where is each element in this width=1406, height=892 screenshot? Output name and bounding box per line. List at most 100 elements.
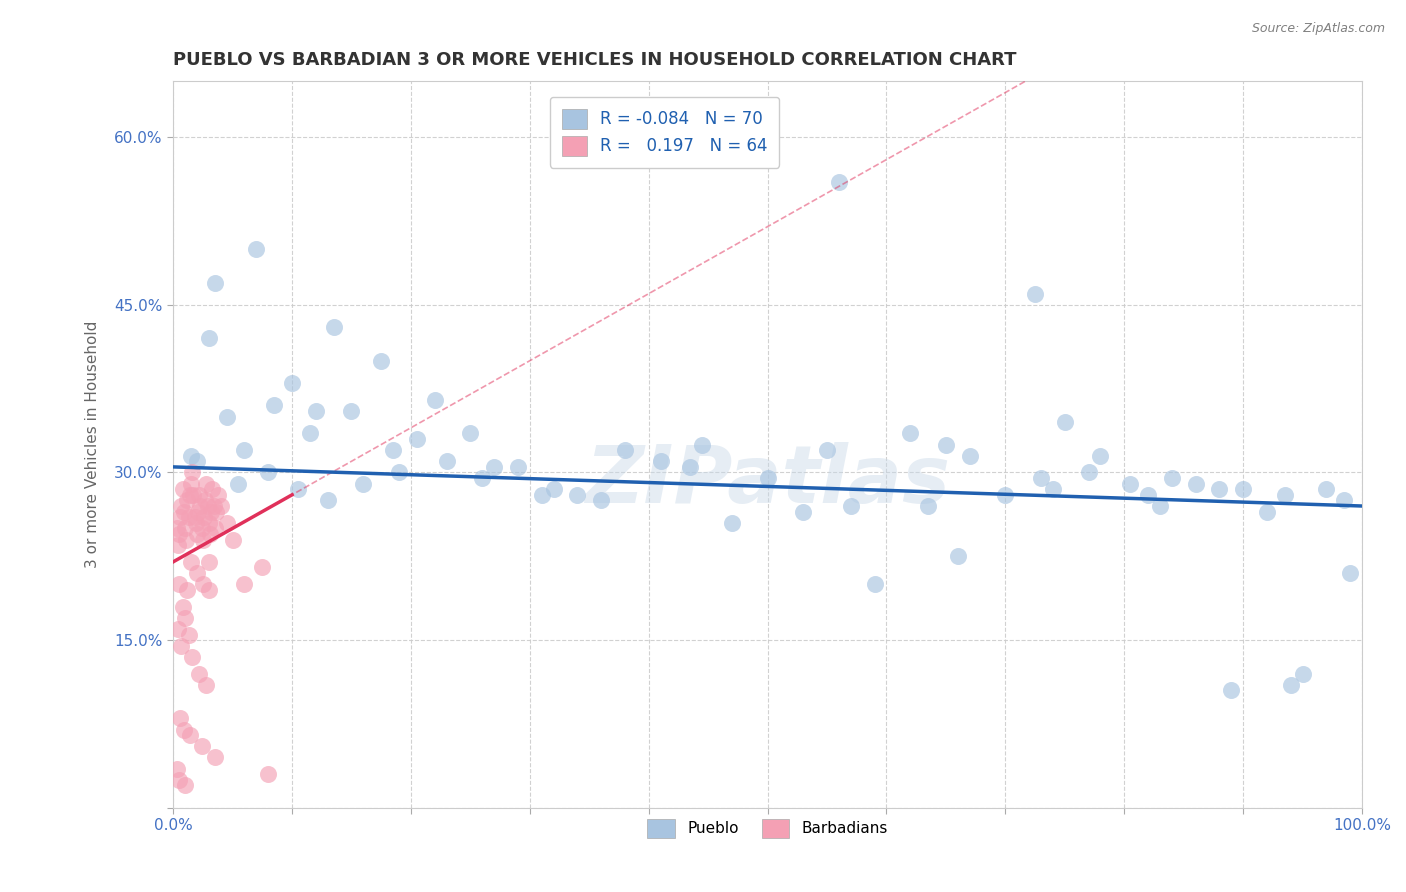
Point bbox=[173, 505, 195, 519]
Point bbox=[1256, 505, 1278, 519]
Point bbox=[200, 505, 222, 519]
Point bbox=[828, 175, 851, 189]
Point bbox=[370, 353, 392, 368]
Point bbox=[1136, 488, 1159, 502]
Point bbox=[281, 376, 304, 390]
Point bbox=[1315, 482, 1337, 496]
Point bbox=[1339, 566, 1361, 580]
Point bbox=[591, 493, 613, 508]
Point bbox=[191, 533, 214, 547]
Point bbox=[179, 728, 201, 742]
Point bbox=[1024, 286, 1046, 301]
Point bbox=[201, 482, 224, 496]
Point bbox=[679, 459, 702, 474]
Point bbox=[166, 521, 188, 535]
Legend: Pueblo, Barbadians: Pueblo, Barbadians bbox=[641, 813, 894, 844]
Point bbox=[436, 454, 458, 468]
Point bbox=[204, 276, 226, 290]
Point bbox=[721, 516, 744, 530]
Point bbox=[181, 466, 204, 480]
Point bbox=[863, 577, 886, 591]
Point bbox=[172, 482, 194, 496]
Point bbox=[1274, 488, 1296, 502]
Point bbox=[176, 582, 198, 597]
Point bbox=[1149, 499, 1171, 513]
Point bbox=[471, 471, 494, 485]
Point bbox=[287, 482, 309, 496]
Point bbox=[257, 767, 280, 781]
Point bbox=[1077, 466, 1099, 480]
Point bbox=[1279, 678, 1302, 692]
Point bbox=[167, 527, 190, 541]
Point bbox=[180, 449, 202, 463]
Point bbox=[245, 242, 267, 256]
Point bbox=[1333, 493, 1355, 508]
Point bbox=[263, 399, 285, 413]
Point bbox=[183, 510, 205, 524]
Point bbox=[190, 739, 212, 754]
Point bbox=[177, 627, 200, 641]
Point bbox=[177, 510, 200, 524]
Point bbox=[898, 426, 921, 441]
Point bbox=[1042, 482, 1064, 496]
Point bbox=[181, 649, 204, 664]
Point bbox=[215, 409, 238, 424]
Point bbox=[169, 711, 191, 725]
Point bbox=[172, 599, 194, 614]
Point bbox=[340, 404, 363, 418]
Point bbox=[994, 488, 1017, 502]
Point bbox=[815, 443, 838, 458]
Point bbox=[205, 505, 228, 519]
Point bbox=[388, 466, 411, 480]
Point bbox=[173, 723, 195, 737]
Point bbox=[423, 392, 446, 407]
Text: Source: ZipAtlas.com: Source: ZipAtlas.com bbox=[1251, 22, 1385, 36]
Point bbox=[179, 488, 201, 502]
Point bbox=[839, 499, 862, 513]
Text: PUEBLO VS BARBADIAN 3 OR MORE VEHICLES IN HOUSEHOLD CORRELATION CHART: PUEBLO VS BARBADIAN 3 OR MORE VEHICLES I… bbox=[173, 51, 1017, 69]
Point bbox=[567, 488, 589, 502]
Point bbox=[228, 476, 250, 491]
Point bbox=[959, 449, 981, 463]
Point bbox=[191, 577, 214, 591]
Point bbox=[530, 488, 553, 502]
Point bbox=[690, 437, 713, 451]
Point bbox=[181, 488, 204, 502]
Point bbox=[190, 521, 212, 535]
Point bbox=[233, 577, 256, 591]
Point bbox=[186, 527, 208, 541]
Point bbox=[405, 432, 427, 446]
Point bbox=[197, 582, 219, 597]
Point bbox=[792, 505, 814, 519]
Point bbox=[935, 437, 957, 451]
Point bbox=[197, 499, 219, 513]
Point bbox=[233, 443, 256, 458]
Point bbox=[221, 533, 243, 547]
Point bbox=[167, 577, 190, 591]
Point bbox=[756, 471, 779, 485]
Point bbox=[190, 499, 212, 513]
Point bbox=[252, 560, 274, 574]
Point bbox=[197, 516, 219, 530]
Point bbox=[197, 555, 219, 569]
Point bbox=[188, 488, 211, 502]
Y-axis label: 3 or more Vehicles in Household: 3 or more Vehicles in Household bbox=[86, 321, 100, 568]
Point bbox=[1090, 449, 1112, 463]
Point bbox=[174, 533, 197, 547]
Point bbox=[506, 459, 529, 474]
Point bbox=[1053, 415, 1076, 429]
Point bbox=[382, 443, 405, 458]
Point bbox=[207, 488, 229, 502]
Point bbox=[1220, 683, 1243, 698]
Point bbox=[188, 666, 211, 681]
Point bbox=[204, 521, 226, 535]
Point bbox=[180, 476, 202, 491]
Point bbox=[298, 426, 321, 441]
Point bbox=[167, 538, 190, 552]
Point bbox=[1184, 476, 1206, 491]
Point bbox=[193, 510, 215, 524]
Point bbox=[917, 499, 939, 513]
Point bbox=[180, 555, 202, 569]
Point bbox=[202, 499, 225, 513]
Point bbox=[316, 493, 339, 508]
